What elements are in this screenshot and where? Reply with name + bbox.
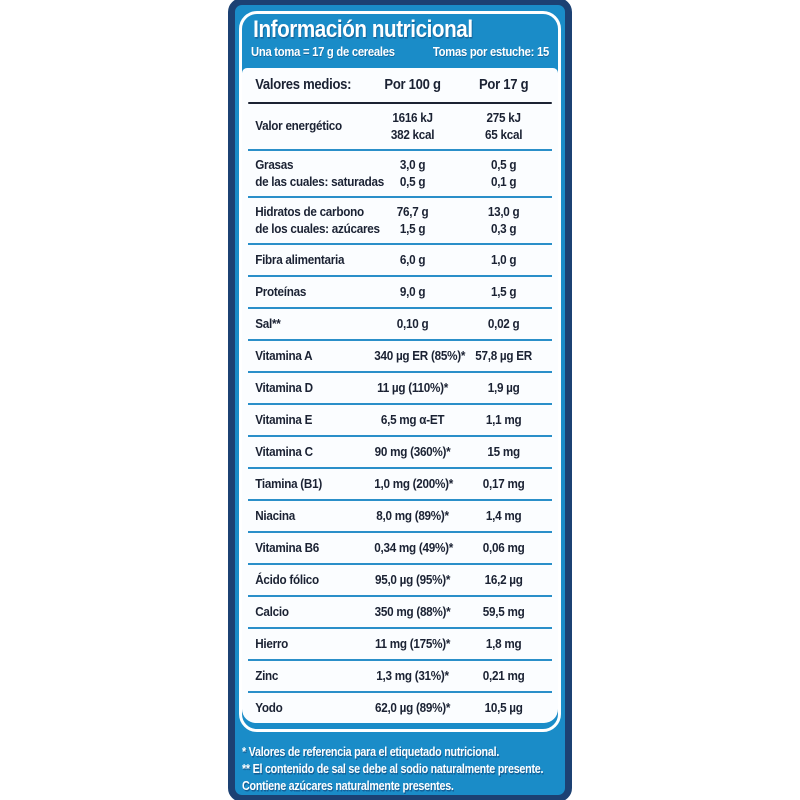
per-100g-value: 0,34 mg (49%)* bbox=[373, 539, 453, 555]
table-row: Valor energético 1616 kJ 382 kcal 275 kJ 65 … bbox=[248, 104, 552, 149]
nutrient-label: Grasas de las cuales: saturadas bbox=[255, 157, 384, 189]
per-17g-value: 275 kJ 65 kcal bbox=[484, 109, 522, 142]
nutrient-label: Vitamina E bbox=[255, 411, 313, 427]
table-row: Proteínas 9,0 g 1,5 g bbox=[248, 275, 552, 307]
per-17g-value: 1,9 µg bbox=[487, 379, 520, 395]
per-17g-value: 1,0 g bbox=[490, 251, 517, 267]
table-row: Hierro 11 mg (175%)* 1,8 mg bbox=[248, 627, 552, 659]
per-100g-value: 0,10 g bbox=[396, 315, 428, 331]
nutrient-label: Valor energético bbox=[255, 118, 342, 134]
nutrient-label: Calcio bbox=[255, 603, 289, 619]
table-row: Yodo 62,0 µg (89%)* 10,5 µg bbox=[248, 691, 552, 723]
per-100g-value: 340 µg ER (85%)* bbox=[373, 347, 465, 363]
table-row: Tiamina (B1) 1,0 mg (200%)* 0,17 mg bbox=[248, 467, 552, 499]
nutrient-label: Yodo bbox=[255, 699, 283, 715]
per-17g-value: 0,17 mg bbox=[482, 475, 525, 491]
per-100g-value: 8,0 mg (89%)* bbox=[375, 507, 449, 523]
table-row: Vitamina E 6,5 mg α-ET 1,1 mg bbox=[248, 403, 552, 435]
per-17g-value: 1,1 mg bbox=[485, 411, 522, 427]
nutrition-label-card: Información nutricional Una toma = 17 g … bbox=[228, 0, 572, 800]
per-17g-value: 0,06 mg bbox=[482, 539, 525, 555]
column-header-per-100g: Por 100 g bbox=[383, 77, 441, 93]
per-17g-value: 15 mg bbox=[487, 443, 520, 459]
per-100g-value: 11 µg (110%)* bbox=[376, 379, 448, 395]
footnote-salt-sodium: ** El contenido de sal se debe al sodio … bbox=[242, 762, 544, 776]
nutrient-label: Vitamina A bbox=[255, 347, 313, 363]
nutrient-label: Vitamina B6 bbox=[255, 539, 320, 555]
table-column-headers: Valores medios: Por 100 g Por 17 g bbox=[248, 68, 552, 102]
per-17g-value: 1,4 mg bbox=[485, 507, 522, 523]
table-row: Niacina 8,0 mg (89%)* 1,4 mg bbox=[248, 499, 552, 531]
per-100g-value: 90 mg (360%)* bbox=[374, 443, 451, 459]
table-row: Ácido fólico 95,0 µg (95%)* 16,2 µg bbox=[248, 563, 552, 595]
table-row: Vitamina A 340 µg ER (85%)* 57,8 µg ER bbox=[248, 339, 552, 371]
nutrient-label: Niacina bbox=[255, 507, 295, 523]
per-100g-value: 3,0 g 0,5 g bbox=[399, 156, 425, 189]
table-row: Sal** 0,10 g 0,02 g bbox=[248, 307, 552, 339]
table-row: Vitamina C 90 mg (360%)* 15 mg bbox=[248, 435, 552, 467]
per-100g-value: 6,0 g bbox=[399, 251, 425, 267]
footnotes: * Valores de referencia para el etiqueta… bbox=[235, 744, 565, 795]
per-17g-value: 10,5 µg bbox=[484, 699, 523, 715]
nutrient-label: Zinc bbox=[255, 667, 279, 683]
label-subheader: Una toma = 17 g de cereales Tomas por es… bbox=[242, 43, 558, 59]
per-17g-value: 0,5 g 0,1 g bbox=[490, 156, 517, 189]
nutrient-label: Tiamina (B1) bbox=[255, 475, 322, 491]
per-100g-value: 350 mg (88%)* bbox=[374, 603, 451, 619]
per-100g-value: 62,0 µg (89%)* bbox=[374, 699, 450, 715]
per-100g-value: 9,0 g bbox=[399, 283, 425, 299]
label-header: Información nutricional Una toma = 17 g … bbox=[242, 14, 558, 68]
per-17g-value: 1,8 mg bbox=[485, 635, 522, 651]
column-header-values: Valores medios: bbox=[255, 77, 352, 93]
per-17g-value: 13,0 g 0,3 g bbox=[487, 203, 520, 236]
nutrient-label: Hierro bbox=[255, 635, 289, 651]
nutrient-label: Proteínas bbox=[255, 283, 307, 299]
per-17g-value: 0,21 mg bbox=[482, 667, 525, 683]
per-17g-value: 1,5 g bbox=[490, 283, 517, 299]
per-17g-value: 16,2 µg bbox=[484, 571, 523, 587]
per-17g-value: 59,5 mg bbox=[482, 603, 525, 619]
table-row: Hidratos de carbono de los cuales: azúcar… bbox=[248, 196, 552, 243]
table-row: Vitamina D 11 µg (110%)* 1,9 µg bbox=[248, 371, 552, 403]
per-100g-value: 1616 kJ 382 kcal bbox=[390, 109, 434, 142]
table-row: Calcio 350 mg (88%)* 59,5 mg bbox=[248, 595, 552, 627]
label-outline-box: Información nutricional Una toma = 17 g … bbox=[239, 11, 561, 732]
per-17g-value: 57,8 µg ER bbox=[474, 347, 532, 363]
table-row: Zinc 1,3 mg (31%)* 0,21 mg bbox=[248, 659, 552, 691]
per-100g-value: 6,5 mg α-ET bbox=[380, 411, 444, 427]
serving-size-note: Una toma = 17 g de cereales bbox=[251, 45, 395, 59]
nutrition-rows: Valor energético 1616 kJ 382 kcal 275 kJ 65 … bbox=[248, 104, 552, 723]
table-row: Vitamina B6 0,34 mg (49%)* 0,06 mg bbox=[248, 531, 552, 563]
nutrient-label: Fibra alimentaria bbox=[255, 251, 345, 267]
table-row: Fibra alimentaria 6,0 g 1,0 g bbox=[248, 243, 552, 275]
table-row: Grasas de las cuales: saturadas 3,0 g 0,5 g… bbox=[248, 149, 552, 196]
column-header-per-17g: Por 17 g bbox=[478, 77, 529, 93]
per-100g-value: 11 mg (175%)* bbox=[374, 635, 450, 651]
footnote-natural-sugars: Contiene azúcares naturalmente presentes… bbox=[242, 779, 454, 793]
nutrient-label: Vitamina D bbox=[255, 379, 313, 395]
nutrition-table-panel: Valores medios: Por 100 g Por 17 g Valor… bbox=[242, 68, 558, 723]
label-title: Información nutricional bbox=[253, 16, 473, 43]
footnote-reference-values: * Valores de referencia para el etiqueta… bbox=[242, 745, 500, 759]
per-100g-value: 1,3 mg (31%)* bbox=[375, 667, 449, 683]
servings-per-pack-note: Tomas por estuche: 15 bbox=[432, 45, 549, 59]
nutrient-label: Ácido fólico bbox=[255, 571, 319, 587]
header-divider bbox=[248, 102, 552, 104]
per-17g-value: 0,02 g bbox=[487, 315, 520, 331]
per-100g-value: 95,0 µg (95%)* bbox=[374, 571, 450, 587]
nutrient-label: Sal** bbox=[255, 315, 281, 331]
nutrient-label: Hidratos de carbono de los cuales: azúcar… bbox=[255, 204, 380, 236]
per-100g-value: 76,7 g 1,5 g bbox=[396, 203, 428, 236]
nutrient-label: Vitamina C bbox=[255, 443, 313, 459]
per-100g-value: 1,0 mg (200%)* bbox=[373, 475, 453, 491]
